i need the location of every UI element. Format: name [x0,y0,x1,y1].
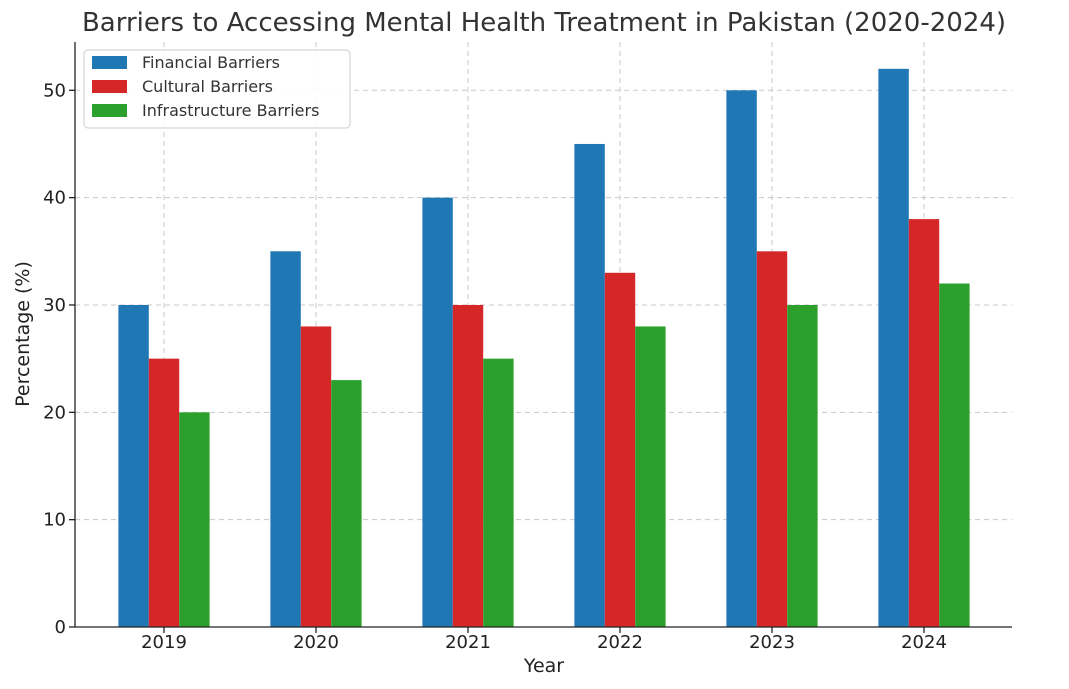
bar-financial-barriers-2024 [878,68,909,628]
bar-cultural-barriers-2022 [604,272,636,627]
chart-title: Barriers to Accessing Mental Health Trea… [82,8,1006,38]
bar-cultural-barriers-2021 [452,304,484,627]
bar-infrastructure-barriers-2022 [635,326,666,627]
x-tick-label: 2024 [901,632,947,653]
bar-cultural-barriers-2020 [300,326,332,627]
y-tick-label: 10 [43,510,66,531]
legend-swatch [92,80,127,93]
legend-label: Financial Barriers [142,53,280,72]
legend-swatch [92,56,127,69]
bar-infrastructure-barriers-2024 [939,283,970,627]
x-tick-label: 2020 [293,632,339,653]
x-axis-label: Year [523,655,564,677]
y-tick-label: 20 [43,402,66,423]
bar-infrastructure-barriers-2023 [787,304,818,627]
tick-labels: 0 10 20 30 40 50 2019 2020 2021 2022 2023 2024 [43,80,947,653]
bar-cultural-barriers-2019 [148,358,180,627]
axes [69,42,1012,633]
x-tick-label: 2021 [445,632,491,653]
x-tick-label: 2022 [597,632,643,653]
legend-label: Infrastructure Barriers [142,101,319,120]
legend: Financial Barriers Cultural Barriers Infra… [83,49,351,129]
bar-infrastructure-barriers-2019 [179,412,210,627]
x-tick-label: 2019 [141,632,187,653]
y-tick-label: 50 [43,80,66,101]
bar-financial-barriers-2023 [726,90,757,628]
grid-lines [75,42,1012,627]
bar-cultural-barriers-2024 [908,219,940,627]
bar-financial-barriers-2020 [270,251,301,627]
legend-box [83,49,351,129]
x-tick-label: 2023 [749,632,795,653]
bar-financial-barriers-2021 [422,197,453,627]
bar-infrastructure-barriers-2020 [331,380,362,627]
legend-swatch [92,104,127,117]
y-tick-label: 30 [43,295,66,316]
y-tick-label: 40 [43,188,66,209]
bar-financial-barriers-2019 [118,304,149,627]
legend-label: Cultural Barriers [142,77,273,96]
y-tick-label: 0 [55,617,66,638]
y-axis-label: Percentage (%) [12,261,34,407]
bar-infrastructure-barriers-2021 [483,358,514,627]
bar-cultural-barriers-2023 [756,251,788,627]
bar-financial-barriers-2022 [574,143,605,627]
bars [118,68,970,628]
